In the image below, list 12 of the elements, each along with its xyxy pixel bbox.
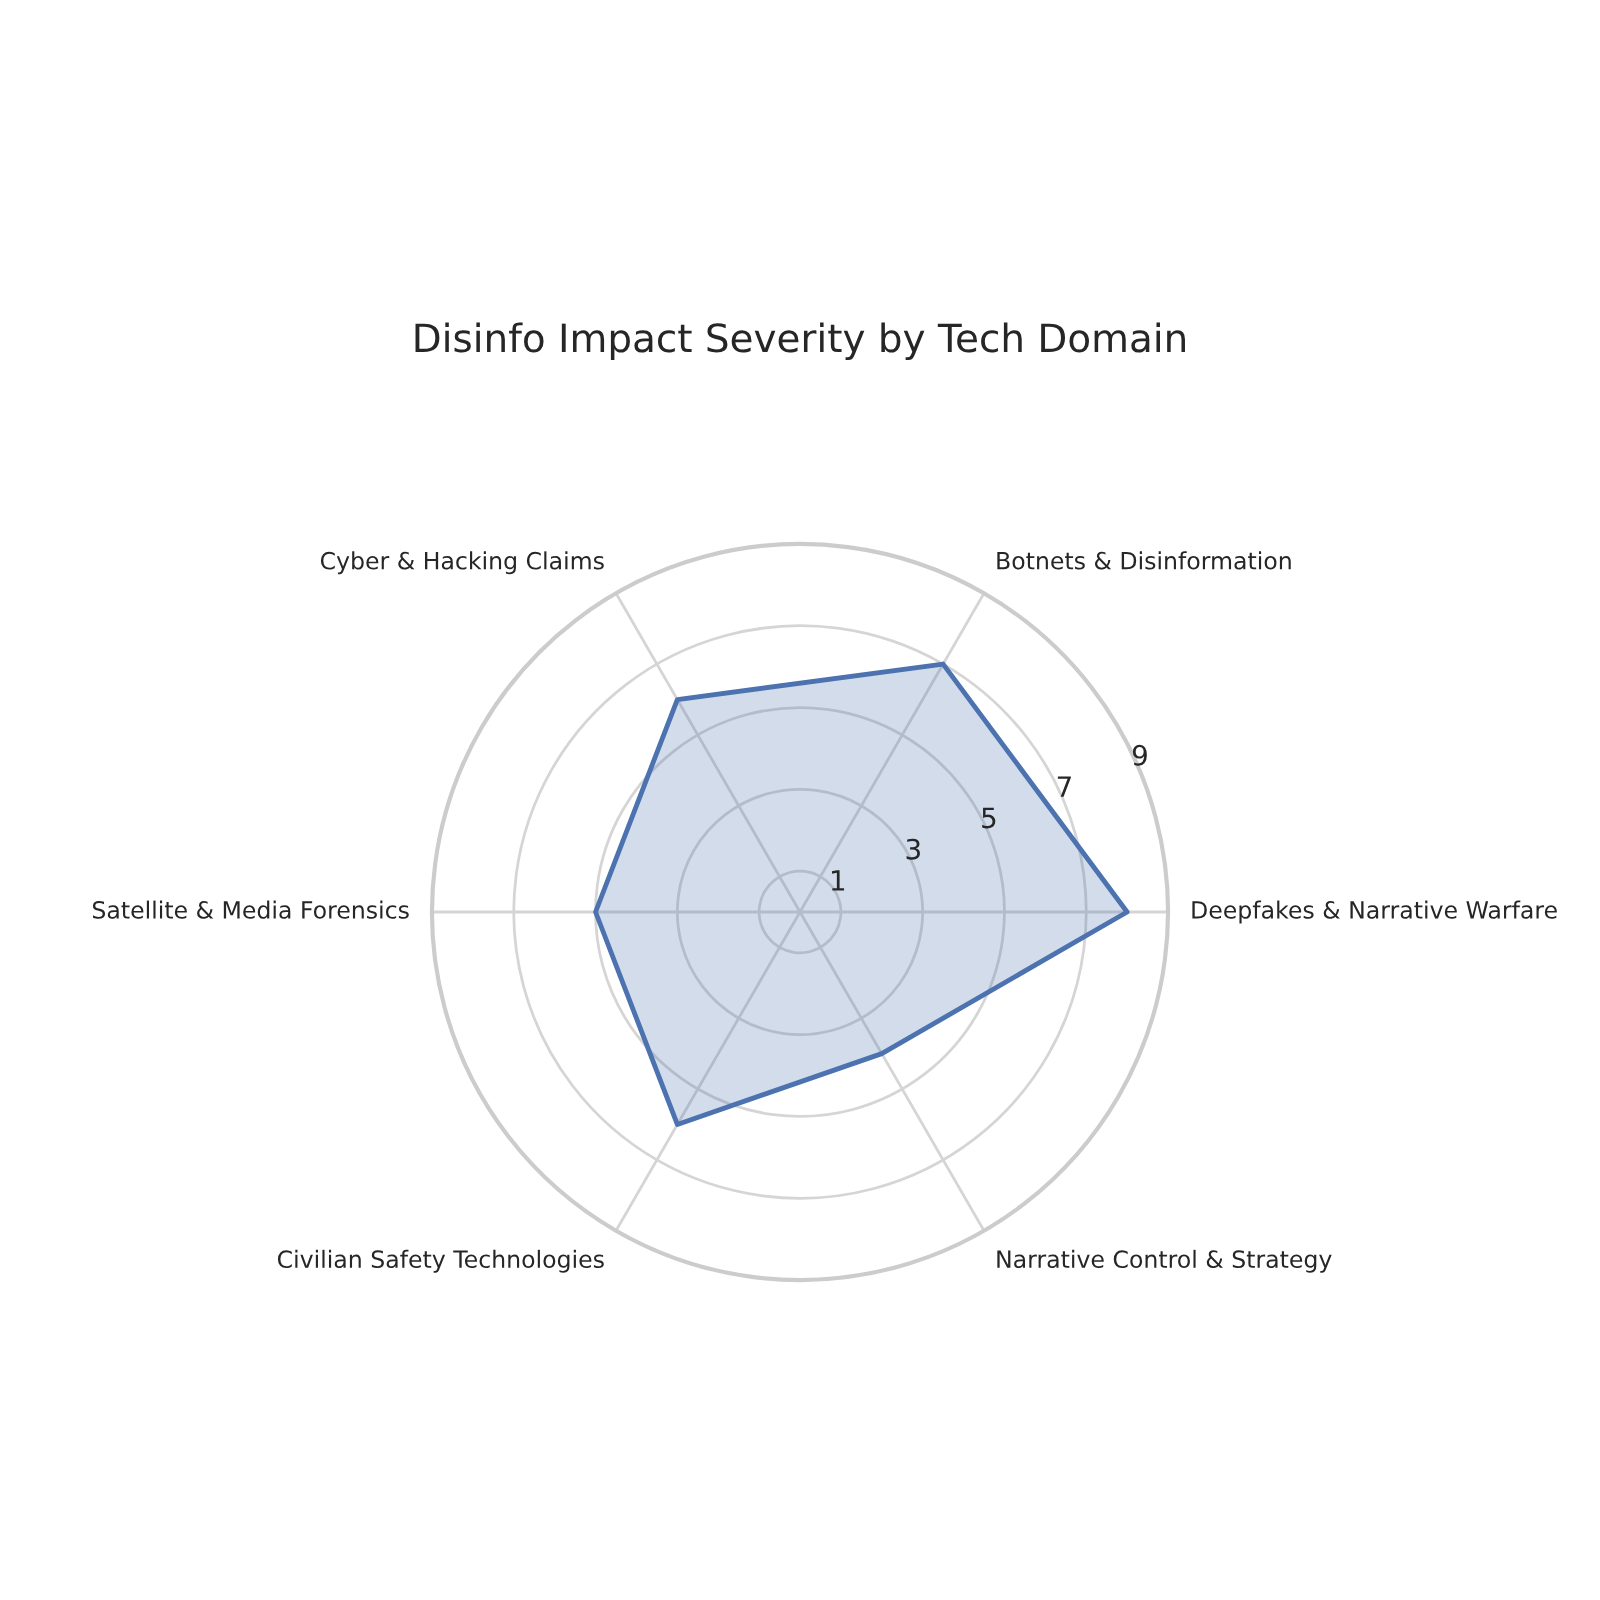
spoke-label: Botnets & Disinformation	[997, 551, 1291, 570]
y-tick-label: 3	[906, 838, 920, 860]
chart-title: Disinfo Impact Severity by Tech Domain	[415, 322, 1185, 361]
y-tick-label: 9	[1132, 744, 1147, 766]
spoke-label: Cyber & Hacking Claims	[320, 551, 604, 575]
y-tick-label: 7	[1057, 776, 1071, 797]
spoke-label: Satellite & Media Forensics	[92, 900, 409, 919]
spoke-label: Civilian Safety Technologies	[277, 1249, 604, 1273]
y-tick-label: 5	[982, 807, 996, 829]
spoke-label: Deepfakes & Narrative Warfare	[1192, 900, 1557, 924]
spoke-label: Narrative Control & Strategy	[997, 1249, 1332, 1273]
y-tick-label: 1	[831, 870, 845, 891]
